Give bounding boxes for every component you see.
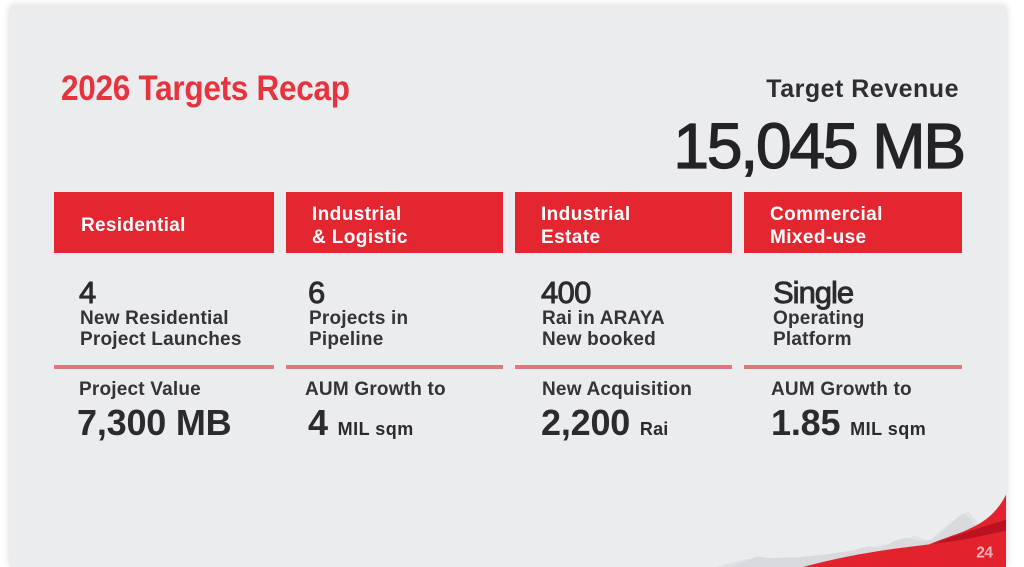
svg-text:24: 24 [976, 545, 993, 562]
